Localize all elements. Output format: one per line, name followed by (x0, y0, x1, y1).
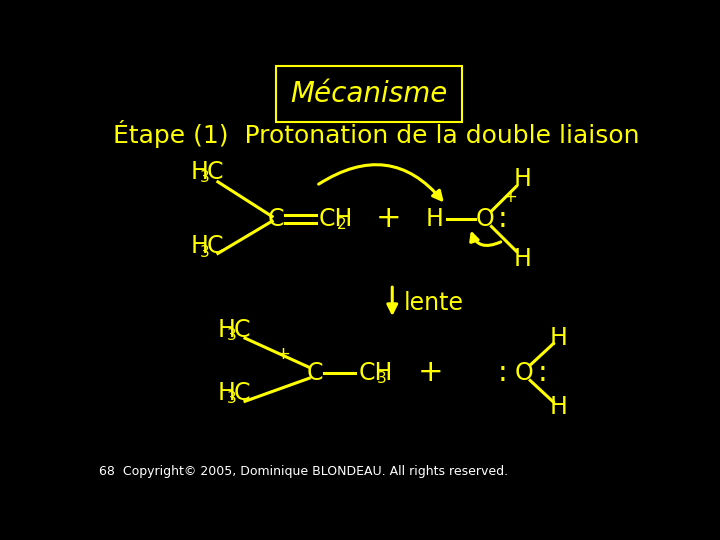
Text: 3: 3 (228, 391, 237, 406)
Text: +: + (275, 345, 289, 363)
Text: H: H (426, 207, 444, 231)
Text: H: H (191, 234, 209, 259)
Text: 3: 3 (200, 170, 210, 185)
Text: CH: CH (358, 361, 392, 385)
Text: C: C (206, 160, 222, 184)
Text: :: : (538, 359, 548, 387)
Text: +: + (376, 204, 401, 233)
Text: CH: CH (319, 207, 353, 231)
Text: 68  Copyright© 2005, Dominique BLONDEAU. All rights reserved.: 68 Copyright© 2005, Dominique BLONDEAU. … (99, 465, 508, 478)
Text: H: H (513, 247, 531, 271)
Text: O: O (515, 361, 534, 385)
Text: H: H (218, 318, 235, 342)
Text: :: : (498, 359, 507, 387)
Text: +: + (503, 188, 517, 206)
Text: H: H (513, 167, 531, 191)
Text: C: C (206, 234, 222, 259)
Text: 3: 3 (228, 328, 237, 343)
Text: 2: 2 (337, 217, 347, 232)
Text: :: : (498, 205, 508, 233)
Text: 3: 3 (200, 245, 210, 260)
Text: C: C (268, 207, 284, 231)
Text: Étape (1)  Protonation de la double liaison: Étape (1) Protonation de la double liais… (113, 120, 640, 148)
Text: lente: lente (404, 292, 464, 315)
Text: H: H (191, 160, 209, 184)
Text: 3: 3 (377, 370, 387, 386)
Text: C: C (233, 318, 250, 342)
Text: C: C (307, 361, 323, 385)
Text: H: H (550, 326, 568, 350)
Text: O: O (476, 207, 495, 231)
FancyArrowPatch shape (471, 234, 500, 246)
Text: C: C (233, 381, 250, 405)
Text: H: H (218, 381, 235, 405)
Text: Mécanisme: Mécanisme (290, 80, 448, 108)
Text: H: H (550, 395, 568, 420)
Text: +: + (418, 359, 444, 387)
FancyArrowPatch shape (319, 165, 441, 200)
